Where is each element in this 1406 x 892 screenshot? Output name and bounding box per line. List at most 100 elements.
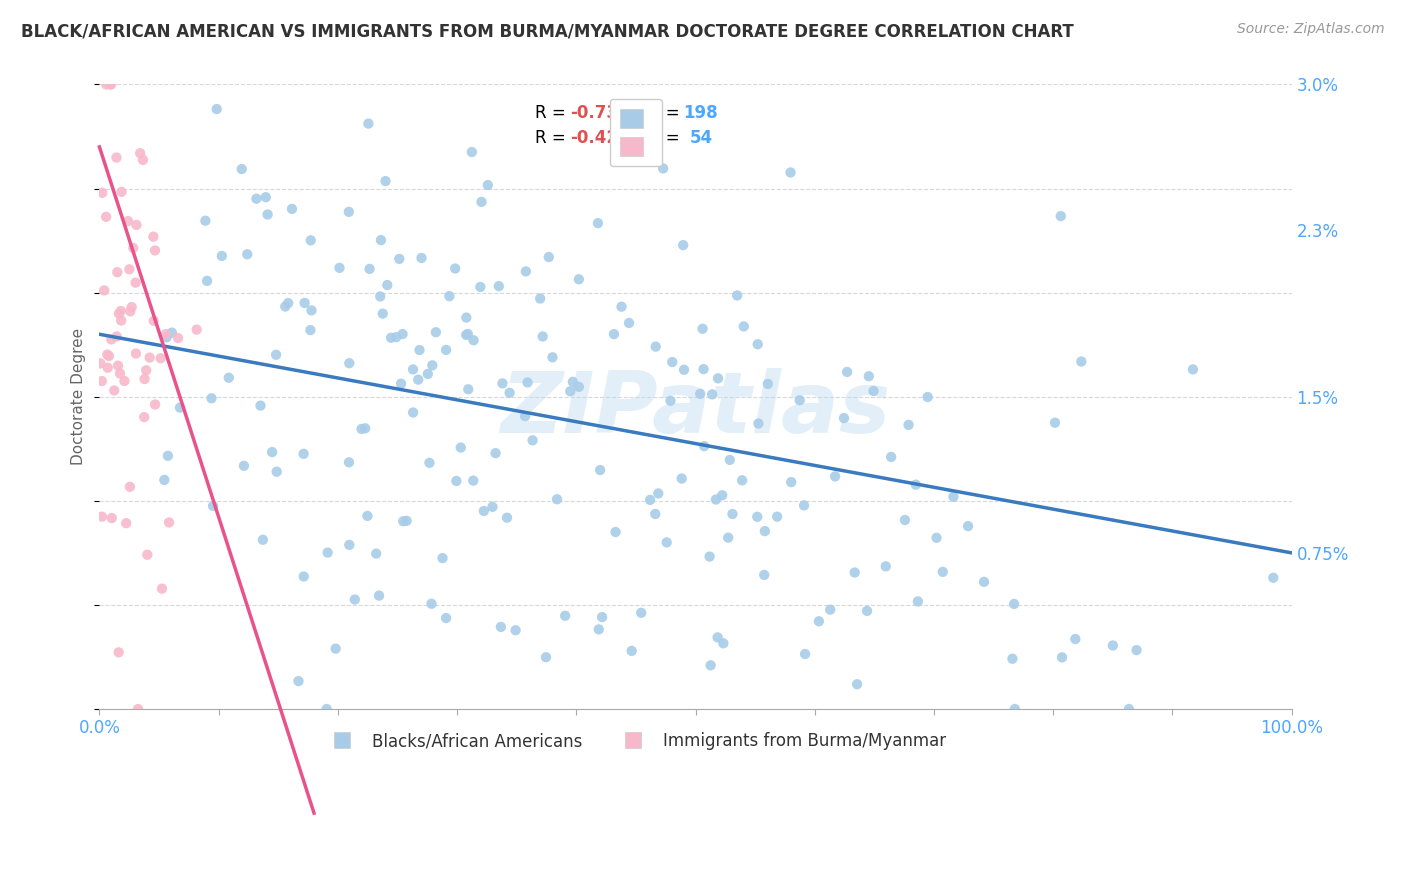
Point [837, 365, 859, 379]
Point [531, 329, 554, 343]
Point [110, 304, 132, 318]
Text: -0.738: -0.738 [571, 103, 630, 121]
Point [375, 278, 398, 293]
Point [620, 644, 643, 658]
Point [846, 677, 869, 691]
Point [194, 213, 217, 227]
Point [380, 331, 402, 345]
Text: -0.425: -0.425 [571, 128, 630, 146]
Point [692, 362, 714, 376]
Point [721, 507, 744, 521]
Point [1004, 702, 1026, 716]
Text: R =: R = [534, 128, 571, 146]
Point [134, 372, 156, 386]
Point [862, 384, 884, 398]
Point [446, 474, 468, 488]
Point [420, 597, 443, 611]
Point [391, 327, 413, 342]
Point [434, 611, 457, 625]
Point [832, 411, 855, 425]
Point [1263, 571, 1285, 585]
Point [328, 260, 350, 275]
Point [93, 284, 115, 298]
Point [186, 323, 208, 337]
Point [589, 463, 612, 477]
Point [117, 214, 139, 228]
Point [114, 374, 136, 388]
Point [711, 636, 734, 650]
Point [470, 194, 492, 209]
Point [135, 363, 157, 377]
Point [610, 300, 633, 314]
Point [439, 289, 461, 303]
Point [917, 390, 939, 404]
Point [457, 326, 479, 341]
Point [107, 359, 129, 373]
Point [789, 393, 811, 408]
Point [368, 589, 391, 603]
Point [294, 296, 316, 310]
Point [793, 499, 815, 513]
Point [120, 304, 142, 318]
Point [516, 376, 538, 390]
Point [731, 473, 754, 487]
Point [371, 307, 394, 321]
Point [904, 477, 927, 491]
Point [98, 78, 121, 92]
Point [167, 331, 190, 345]
Point [568, 272, 591, 286]
Point [754, 568, 776, 582]
Point [498, 385, 520, 400]
Point [672, 238, 695, 252]
Point [1001, 651, 1024, 665]
Point [416, 367, 439, 381]
Point [925, 531, 948, 545]
Point [370, 233, 392, 247]
Point [425, 325, 447, 339]
Point [747, 417, 769, 431]
Point [254, 190, 277, 204]
Point [1070, 354, 1092, 368]
Point [402, 362, 425, 376]
Point [110, 313, 132, 327]
Point [706, 631, 728, 645]
Point [105, 265, 128, 279]
Point [1050, 650, 1073, 665]
Point [96, 78, 118, 92]
Point [513, 409, 536, 424]
Point [202, 499, 225, 513]
Point [385, 330, 408, 344]
Point [299, 323, 322, 337]
Point [143, 244, 166, 258]
Point [1118, 702, 1140, 716]
Point [605, 524, 627, 539]
Point [160, 326, 183, 340]
Point [1002, 597, 1025, 611]
Point [488, 279, 510, 293]
Point [337, 455, 360, 469]
Point [100, 78, 122, 92]
Point [704, 492, 727, 507]
Point [470, 280, 492, 294]
Point [880, 450, 903, 464]
Point [292, 569, 315, 583]
Point [281, 202, 304, 216]
Point [91, 186, 114, 200]
Point [252, 533, 274, 547]
Point [195, 274, 218, 288]
Point [541, 351, 564, 365]
Point [157, 516, 180, 530]
Point [754, 524, 776, 538]
Point [142, 314, 165, 328]
Point [644, 507, 666, 521]
Point [359, 261, 381, 276]
Point [264, 348, 287, 362]
Text: N =: N = [648, 128, 685, 146]
Point [107, 645, 129, 659]
Point [337, 205, 360, 219]
Point [818, 602, 841, 616]
Point [150, 582, 173, 596]
Point [699, 549, 721, 564]
Point [108, 307, 131, 321]
Point [477, 178, 499, 192]
